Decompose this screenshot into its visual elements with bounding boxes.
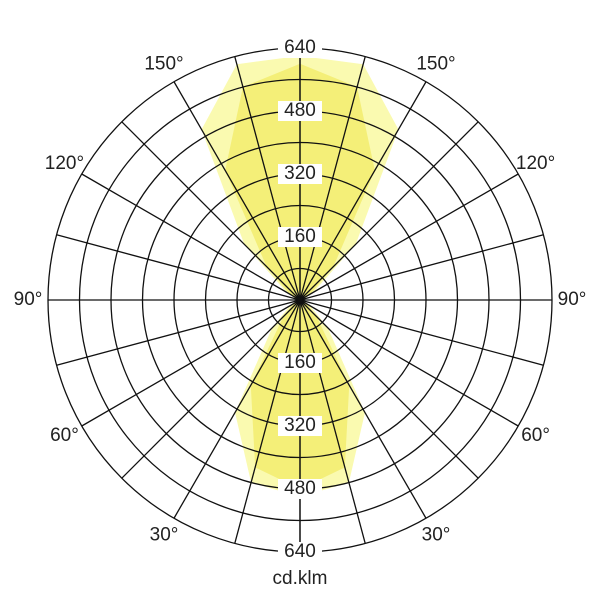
- angle-tick-label: 120°: [516, 153, 555, 174]
- grid-spoke: [234, 299, 301, 544]
- grid-spoke: [299, 56, 366, 301]
- tick-label-bg: [278, 353, 322, 373]
- r-tick-label: 160: [284, 226, 316, 247]
- r-tick-label: 480: [284, 100, 316, 121]
- tick-label-bg: [278, 479, 322, 499]
- grid-spoke: [81, 173, 301, 301]
- grid-spoke: [299, 299, 519, 427]
- angle-tick-label: 30°: [150, 525, 179, 546]
- unit-label: cd.klm: [273, 568, 328, 589]
- grid-spoke: [121, 121, 301, 301]
- grid-spoke: [299, 299, 427, 519]
- grid-spoke: [299, 121, 479, 301]
- angle-tick-label: 30°: [422, 525, 451, 546]
- grid-spoke: [234, 56, 301, 301]
- r-tick-label: 640: [284, 37, 316, 58]
- r-tick-label: 160: [284, 352, 316, 373]
- tick-label-bg: [278, 38, 322, 58]
- angle-tick-label: 60°: [50, 425, 79, 446]
- grid-spoke: [299, 173, 519, 301]
- tick-label-bg: [278, 101, 322, 121]
- tick-label-bg: [278, 416, 322, 436]
- angle-tick-label: 60°: [521, 425, 550, 446]
- grid-spoke: [56, 234, 301, 301]
- grid-spoke: [299, 299, 544, 366]
- tick-label-bg: [278, 542, 322, 562]
- grid-spoke: [299, 299, 366, 544]
- grid-spoke: [56, 299, 301, 366]
- angle-tick-label: 90°: [14, 289, 43, 310]
- tick-label-bg: [278, 164, 322, 184]
- tick-label-bg: [278, 227, 322, 247]
- grid-spoke: [121, 299, 301, 479]
- r-tick-label: 640: [284, 541, 316, 562]
- grid-spoke: [173, 299, 301, 519]
- grid-spoke: [299, 81, 427, 301]
- center-dot: [297, 297, 303, 303]
- r-tick-label: 480: [284, 478, 316, 499]
- angle-tick-label: 150°: [416, 53, 455, 74]
- angle-tick-label: 90°: [558, 289, 587, 310]
- angle-tick-label: 120°: [45, 153, 84, 174]
- angle-tick-label: 150°: [144, 53, 183, 74]
- r-tick-label: 320: [284, 163, 316, 184]
- grid-spoke: [173, 81, 301, 301]
- grid-spoke: [299, 299, 479, 479]
- r-tick-label: 320: [284, 415, 316, 436]
- grid-spoke: [81, 299, 301, 427]
- grid-spoke: [299, 234, 544, 301]
